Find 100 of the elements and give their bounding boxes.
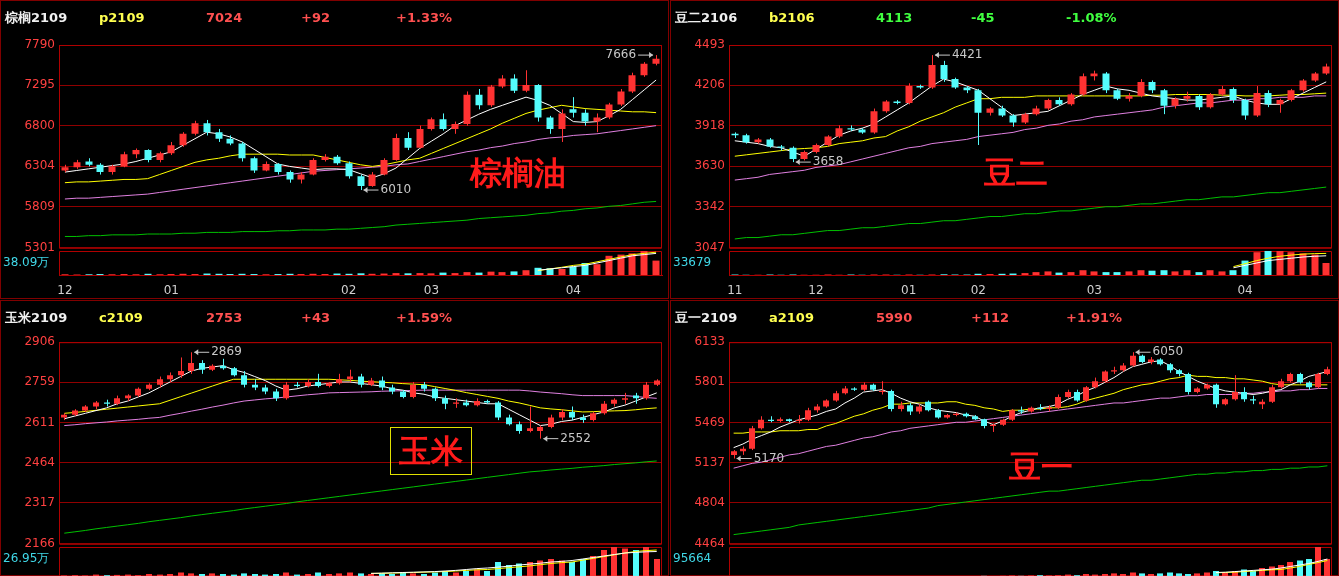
bar — [1148, 270, 1156, 275]
y-tick-label: 3630 — [694, 158, 725, 173]
bar — [1324, 559, 1330, 576]
text: +1.59% — [396, 310, 452, 326]
y-tick-label: 4464 — [694, 535, 725, 550]
candlestick — [475, 88, 483, 110]
annotation: 3658 — [812, 154, 844, 169]
chart-subtitle: a2109 — [769, 310, 814, 326]
bar — [569, 266, 577, 275]
bar — [1090, 271, 1098, 275]
bar — [622, 548, 628, 576]
candlestick — [1213, 383, 1219, 409]
annotation: 6050 — [1152, 344, 1184, 359]
x-tick-label: 04 — [565, 283, 581, 298]
candlestick — [1269, 384, 1275, 404]
text: 5990 — [876, 310, 913, 326]
candlestick — [527, 405, 533, 433]
chart-title: 玉米2109 — [5, 310, 68, 326]
candlestick — [940, 60, 948, 83]
y-tick-label: 2464 — [24, 454, 55, 469]
bar — [1125, 271, 1133, 275]
x-tick-label: 11 — [727, 283, 743, 298]
x-tick-label: 12 — [808, 283, 824, 298]
y-tick-label: 4206 — [694, 77, 725, 92]
candlestick — [1160, 88, 1168, 115]
bar — [336, 573, 342, 576]
candlestick — [392, 133, 400, 162]
chart-subtitle: p2109 — [99, 10, 145, 26]
chart-title: 豆二2106 — [675, 10, 738, 26]
text: 7024 — [206, 10, 243, 26]
candlestick — [178, 356, 184, 379]
x-tick-label: 02 — [341, 283, 357, 298]
bar — [484, 571, 490, 576]
bar — [643, 547, 649, 576]
candlestick — [1102, 71, 1110, 94]
bar — [410, 573, 416, 576]
bar — [1067, 272, 1075, 275]
text: -45 — [971, 10, 995, 26]
chart-title: 豆一2109 — [675, 310, 738, 326]
text: 4113 — [876, 10, 913, 26]
bar — [1113, 272, 1121, 275]
y-tick-label: 3918 — [694, 117, 725, 132]
y-tick-label: 2611 — [24, 414, 55, 429]
y-tick-label: 2166 — [24, 535, 55, 550]
bar — [1315, 547, 1321, 576]
x-tick-label: 03 — [1086, 283, 1102, 298]
bar — [1229, 270, 1237, 275]
candlestick — [1232, 374, 1238, 402]
bar — [1311, 254, 1319, 275]
bar — [1213, 571, 1219, 576]
bar — [633, 550, 639, 576]
annotation: 7666 — [605, 47, 637, 62]
candlestick — [1137, 78, 1145, 98]
bar — [652, 260, 660, 275]
bar — [1171, 271, 1179, 275]
annotation: 6010 — [380, 182, 412, 197]
candlestick — [593, 112, 601, 133]
bar — [1139, 573, 1145, 576]
bar — [188, 573, 194, 576]
bar — [593, 264, 601, 275]
bar — [463, 272, 471, 275]
bar — [569, 562, 575, 576]
annotation: 4421 — [951, 47, 983, 62]
y-tick-label: 5801 — [694, 374, 725, 389]
y-tick-label: 7790 — [24, 37, 55, 52]
candlestick — [238, 141, 246, 163]
text: +1.33% — [396, 10, 452, 26]
bar — [510, 271, 518, 275]
candlestick — [569, 96, 577, 119]
bar — [1194, 573, 1200, 576]
text: 2753 — [206, 310, 243, 326]
candlestick — [558, 108, 566, 143]
bar — [1218, 271, 1226, 275]
bar — [1183, 270, 1191, 275]
y-tick-label: 6304 — [24, 158, 55, 173]
bar — [654, 559, 660, 576]
text: 33679 — [673, 255, 712, 270]
y-tick-label: 3342 — [694, 198, 725, 213]
chart-subtitle: c2109 — [99, 310, 143, 326]
x-tick-label: 03 — [423, 283, 440, 298]
candlestick — [905, 82, 913, 105]
candlestick — [870, 108, 878, 135]
y-tick-label: 6800 — [24, 117, 55, 132]
bar — [522, 270, 530, 275]
y-tick-label: 6133 — [694, 334, 725, 349]
bar — [209, 573, 215, 576]
y-tick-label: 5301 — [24, 239, 55, 254]
y-tick-label: 5809 — [24, 198, 55, 213]
candlestick — [487, 84, 495, 108]
bar — [241, 573, 247, 576]
y-tick-label: 7295 — [24, 77, 55, 92]
candlestick — [522, 69, 530, 93]
annotation: 5170 — [753, 450, 785, 465]
x-tick-label: 02 — [970, 283, 986, 298]
bar — [1206, 270, 1214, 275]
text: +92 — [301, 10, 330, 26]
text: 95664 — [673, 551, 712, 566]
bar — [1102, 272, 1110, 275]
bar — [1111, 573, 1117, 576]
annotation: 2869 — [211, 344, 242, 359]
